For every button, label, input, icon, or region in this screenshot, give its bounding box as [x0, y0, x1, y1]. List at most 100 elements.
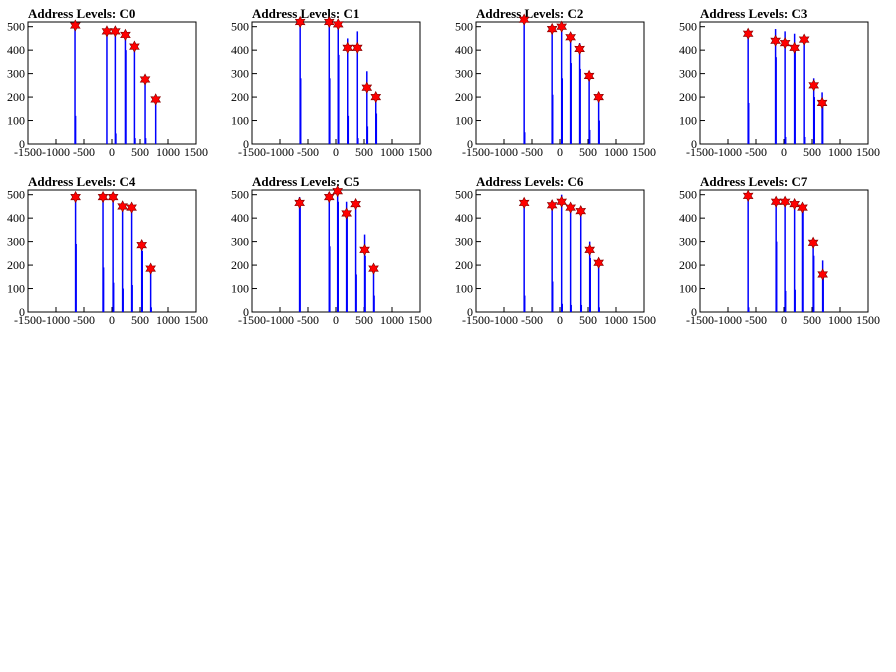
x-tick-label: 1000 [380, 145, 404, 159]
chart-title: Address Levels: C5 [252, 174, 360, 189]
x-tick-label: 1000 [604, 145, 628, 159]
peak-marker [808, 79, 820, 92]
peak-marker [120, 28, 131, 42]
x-tick-label: 500 [803, 313, 821, 327]
y-tick-label: 300 [679, 235, 697, 249]
y-tick-label: 500 [7, 20, 25, 34]
peak-marker [136, 238, 148, 252]
y-tick-label: 300 [455, 235, 473, 249]
peak-marker [574, 42, 585, 56]
x-tick-label: 1000 [828, 145, 852, 159]
x-tick-label: -1000 [266, 313, 294, 327]
panel-1: Address Levels: C10100200300400500-1500-… [231, 6, 432, 159]
x-tick-label: 1500 [856, 313, 880, 327]
x-tick-label: -1500 [238, 313, 266, 327]
peak-marker [361, 81, 373, 94]
y-tick-label: 0 [243, 137, 249, 151]
x-tick-label: 0 [109, 313, 115, 327]
x-tick-label: 0 [557, 145, 563, 159]
peak-marker [742, 189, 754, 203]
x-tick-label: 1500 [632, 313, 656, 327]
x-tick-label: 500 [579, 145, 597, 159]
x-tick-label: -500 [745, 145, 767, 159]
y-tick-label: 400 [231, 211, 249, 225]
panel-7: Address Levels: C70100200300400500-1500-… [679, 174, 880, 327]
peak-marker [139, 73, 151, 86]
x-tick-label: 0 [333, 145, 339, 159]
x-tick-label: -500 [297, 313, 319, 327]
x-tick-label: 1000 [828, 313, 852, 327]
x-tick-label: -500 [521, 313, 543, 327]
x-tick-label: 1500 [632, 145, 656, 159]
x-tick-label: 1500 [184, 145, 208, 159]
chart-title: Address Levels: C7 [700, 174, 808, 189]
chart-title: Address Levels: C2 [476, 6, 583, 21]
peak-marker [126, 201, 137, 214]
y-tick-label: 100 [231, 282, 249, 296]
peak-marker [323, 15, 335, 29]
x-tick-label: 500 [355, 313, 373, 327]
x-tick-label: 1000 [156, 313, 180, 327]
chart-title: Address Levels: C6 [476, 174, 584, 189]
peak-marker [556, 195, 568, 208]
peak-marker [565, 201, 576, 214]
peak-marker [150, 93, 162, 106]
peak-marker [518, 196, 530, 210]
peak-marker [368, 262, 379, 275]
x-tick-label: 1500 [408, 313, 432, 327]
x-tick-label: -500 [73, 313, 95, 327]
y-tick-label: 400 [7, 211, 25, 225]
peak-marker [107, 190, 119, 204]
x-tick-label: -1500 [14, 145, 42, 159]
x-tick-label: 500 [131, 145, 149, 159]
peak-marker [332, 18, 344, 31]
x-tick-label: 1000 [380, 313, 404, 327]
panel-5: Address Levels: C50100200300400500-1500-… [231, 174, 432, 327]
y-tick-label: 500 [231, 188, 249, 202]
peak-marker [789, 41, 800, 54]
y-tick-label: 500 [455, 188, 473, 202]
y-tick-label: 100 [679, 282, 697, 296]
y-tick-label: 0 [467, 137, 473, 151]
x-tick-label: -1000 [490, 145, 518, 159]
x-tick-label: 0 [781, 313, 787, 327]
peak-marker [350, 197, 361, 211]
x-tick-label: -1000 [714, 145, 742, 159]
y-tick-label: 200 [7, 90, 25, 104]
x-tick-label: 500 [355, 145, 373, 159]
y-tick-label: 300 [231, 235, 249, 249]
x-tick-label: -500 [297, 145, 319, 159]
y-tick-label: 200 [679, 258, 697, 272]
x-tick-label: 1000 [156, 145, 180, 159]
peak-marker [351, 41, 363, 54]
peak-marker [323, 190, 335, 204]
peak-marker [584, 243, 596, 256]
y-tick-label: 200 [679, 90, 697, 104]
y-tick-label: 0 [19, 305, 25, 319]
x-tick-label: -500 [521, 145, 543, 159]
x-tick-label: -500 [745, 313, 767, 327]
y-tick-label: 400 [679, 211, 697, 225]
peak-marker [69, 19, 81, 32]
x-tick-label: -1500 [238, 145, 266, 159]
panel-3: Address Levels: C30100200300400500-1500-… [679, 6, 880, 159]
y-tick-label: 400 [455, 211, 473, 225]
x-tick-label: -1500 [14, 313, 42, 327]
peak-marker [798, 33, 810, 46]
y-tick-label: 200 [455, 258, 473, 272]
peak-marker [359, 243, 370, 256]
peak-marker [593, 90, 604, 104]
peak-marker [575, 204, 587, 218]
y-tick-label: 500 [231, 20, 249, 34]
x-tick-label: 0 [781, 145, 787, 159]
y-tick-label: 500 [455, 20, 473, 34]
peak-marker [779, 195, 791, 208]
panel-0: Address Levels: C00100200300400500-1500-… [7, 6, 208, 159]
y-tick-label: 200 [7, 258, 25, 272]
peak-marker [546, 199, 558, 212]
y-tick-label: 100 [679, 114, 697, 128]
x-tick-label: -1500 [462, 313, 490, 327]
y-tick-label: 200 [231, 90, 249, 104]
x-tick-label: 1500 [408, 145, 432, 159]
